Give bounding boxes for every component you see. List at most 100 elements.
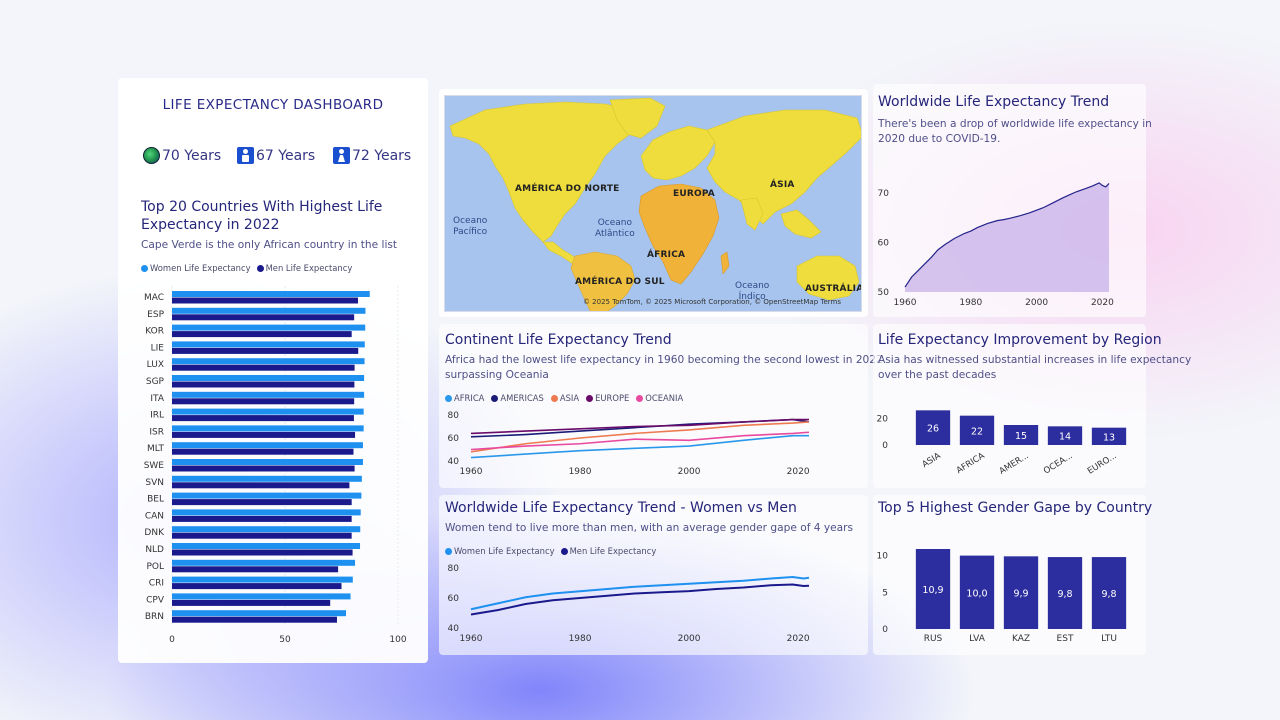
gap-y-tick: 0 — [882, 625, 888, 635]
kpi-overall: 70 Years — [143, 147, 221, 164]
top20-bar-men — [172, 431, 356, 438]
top20-bar-men — [172, 499, 352, 506]
worldwide-area-chart[interactable]: 50 60 70 1960 1980 2000 2020 — [873, 172, 1143, 312]
worldwide-line — [904, 182, 1110, 288]
legend-europe[interactable]: EUROPE — [586, 393, 629, 403]
top20-bar-men — [172, 347, 359, 354]
gender-x-tick: 1960 — [460, 634, 483, 644]
top20-bar-women — [172, 442, 363, 449]
continent-line-chart[interactable]: 40 60 80 1960 1980 2000 2020 — [439, 405, 819, 480]
indian-line1: Oceano — [735, 281, 770, 291]
gender-y-tick: 40 — [448, 624, 460, 634]
legend-africa-label: AFRICA — [454, 393, 485, 403]
map-label-asia: ÁSIA — [770, 180, 795, 190]
continent-x-tick: 2020 — [787, 467, 810, 477]
top20-bar-women — [172, 593, 351, 600]
top20-category-label: MAC — [144, 293, 164, 303]
top20-bar-women — [172, 291, 370, 297]
gap-bar-chart[interactable]: 0 5 10 10,9 RUS 10,0 LVA 9,9 KAZ 9,8 EST 9,8 LTU — [873, 540, 1143, 650]
legend-gender-women[interactable]: Women Life Expectancy — [445, 546, 555, 556]
improvement-y-tick: 0 — [882, 441, 888, 451]
improvement-category-label: ASIA — [921, 451, 943, 470]
gap-bar — [1091, 557, 1127, 629]
top20-category-label: NLD — [145, 545, 164, 555]
improvement-data-label: 22 — [971, 426, 983, 437]
land-asia — [706, 109, 861, 225]
legend-men[interactable]: Men Life Expectancy — [256, 263, 353, 273]
top20-category-label: POL — [146, 562, 164, 572]
continent-line-asia — [470, 421, 810, 453]
top20-category-label: CPV — [146, 595, 165, 605]
legend-dot-europe — [586, 394, 594, 402]
continent-line-africa — [470, 434, 809, 459]
man-icon — [237, 147, 254, 164]
top20-bar-men — [172, 532, 352, 539]
worldwide-x-tick: 2000 — [1025, 298, 1048, 308]
top20-category-label: ITA — [150, 394, 164, 404]
top20-bar-men — [172, 616, 337, 623]
improvement-category-label: EURO... — [1086, 451, 1119, 477]
top20-bar-men — [172, 566, 339, 573]
improvement-title: Life Expectancy Improvement by Region — [878, 332, 1162, 348]
gap-bar — [1047, 557, 1083, 629]
improvement-bar — [915, 410, 951, 445]
gap-data-label: 10,9 — [922, 585, 943, 596]
top20-category-label: DNK — [144, 528, 165, 538]
legend-men-label: Men Life Expectancy — [265, 263, 353, 273]
top20-category-label: CAN — [145, 511, 164, 521]
legend-dot-women — [141, 264, 148, 272]
improvement-subtitle: Asia has witnessed substantial increases… — [878, 353, 1191, 383]
top20-bar-chart[interactable]: 0 50 100 MAC ESP KOR LIE LUX SGP ITA IRL ISR MLT SWE S… — [136, 282, 421, 647]
map-label-atlantic: Oceano Atlântico — [595, 218, 635, 240]
indian-line2: Índico — [738, 292, 766, 302]
gap-category-label: RUS — [924, 634, 943, 644]
legend-asia[interactable]: ASIA — [550, 393, 579, 403]
top20-bar-women — [172, 425, 364, 432]
gap-data-label: 9,8 — [1057, 589, 1072, 600]
top20-bar-men — [172, 482, 350, 489]
top20-bar-men — [172, 314, 355, 321]
gender-x-tick: 1980 — [569, 634, 592, 644]
gap-y-tick: 5 — [882, 588, 888, 598]
legend-africa[interactable]: AFRICA — [445, 393, 484, 403]
land-greenland — [609, 97, 666, 139]
top20-bar-women — [172, 610, 347, 617]
world-map[interactable]: AMÉRICA DO NORTE EUROPA ÁSIA ÁFRICA AMÉR… — [444, 95, 862, 312]
top20-bar-men — [172, 364, 355, 371]
continent-y-tick: 40 — [448, 457, 460, 467]
top20-bar-men — [172, 448, 354, 455]
legend-women[interactable]: Women Life Expectancy — [141, 263, 251, 273]
top20-bar-women — [172, 391, 365, 398]
continent-y-tick: 80 — [448, 411, 460, 421]
map-label-pacific: Oceano Pacífico — [453, 216, 487, 238]
legend-gender-men[interactable]: Men Life Expectancy — [560, 546, 656, 556]
top20-bar-women — [172, 475, 362, 482]
continent-x-tick: 1960 — [460, 467, 483, 477]
gender-y-tick: 80 — [448, 564, 460, 574]
gender-line-chart[interactable]: 40 60 80 1960 1980 2000 2020 — [439, 558, 819, 650]
top20-bar-women — [172, 341, 365, 348]
improvement-subtitle-line1: Asia has witnessed substantial increases… — [878, 354, 1192, 366]
top20-bar-men — [172, 398, 355, 405]
top20-bar-women — [172, 358, 365, 365]
map-label-north-america: AMÉRICA DO NORTE — [515, 184, 620, 194]
top20-bar-men — [172, 297, 358, 304]
top20-category-label: ISR — [149, 427, 164, 437]
legend-oceania[interactable]: OCEANIA — [636, 393, 683, 403]
top20-bar-men — [172, 415, 354, 422]
legend-dot-oceania — [636, 394, 644, 402]
top20-category-label: ESP — [147, 310, 164, 320]
improvement-y-tick: 20 — [877, 414, 889, 424]
map-copyright[interactable]: © 2025 TomTom, © 2025 Microsoft Corporat… — [582, 298, 841, 306]
top20-category-label: LIE — [151, 343, 165, 353]
continent-title: Continent Life Expectancy Trend — [445, 332, 672, 348]
legend-americas[interactable]: AMERICAS — [491, 393, 544, 403]
map-label-australia: AUSTRÁLIA — [805, 284, 862, 294]
top20-bar-men — [172, 583, 342, 590]
map-label-africa: ÁFRICA — [647, 250, 686, 260]
improvement-bar-chart[interactable]: 0 20 26 ASIA 22 AFRICA 15 AMER... 14 OCEA... 13 EUR… — [873, 398, 1143, 483]
gap-category-label: KAZ — [1012, 634, 1030, 644]
top20-bar-women — [172, 526, 361, 533]
gender-x-tick: 2020 — [787, 634, 810, 644]
improvement-bar — [959, 415, 995, 445]
